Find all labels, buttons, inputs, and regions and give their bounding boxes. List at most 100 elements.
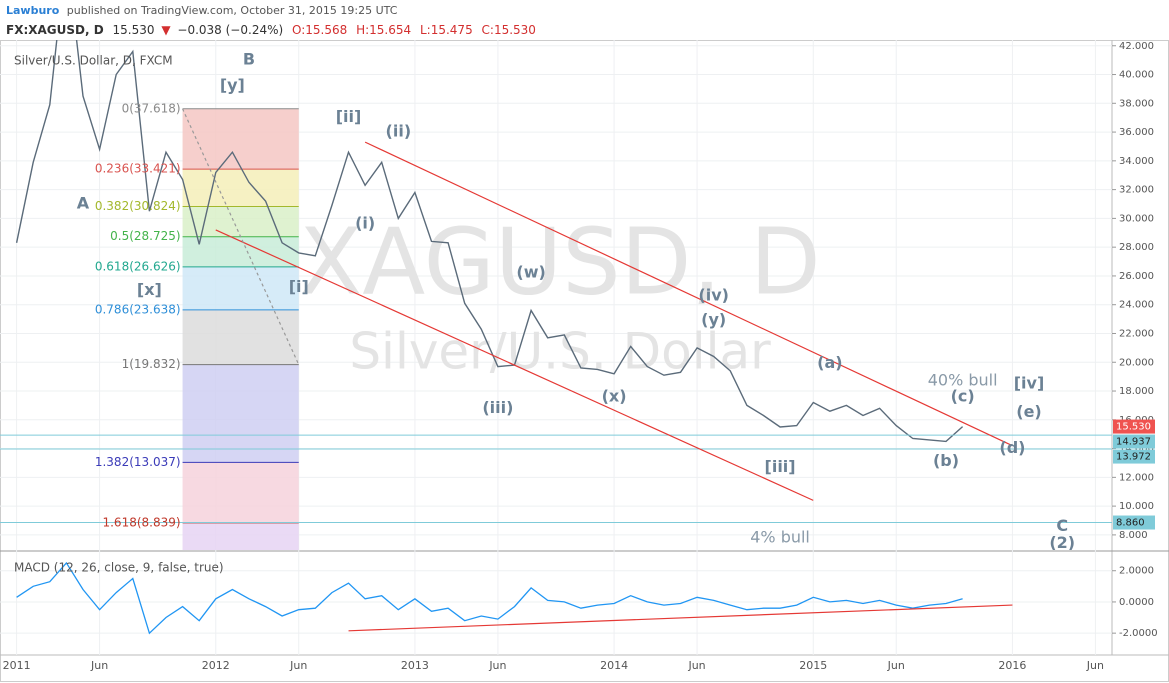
y-tick-label: 28.000: [1119, 242, 1154, 253]
price: 15.530: [113, 23, 155, 37]
y-tick-label: 12.000: [1119, 472, 1154, 483]
x-tick-label: 2016: [998, 659, 1026, 672]
wave-label: [iv]: [1014, 373, 1045, 392]
y-tick-label: 20.000: [1119, 357, 1154, 368]
x-tick-label: 2011: [3, 659, 31, 672]
x-tick-label: 2013: [401, 659, 429, 672]
wave-label: (d): [999, 438, 1025, 457]
y-tick-label: 40.000: [1119, 70, 1154, 81]
wave-label: (x): [602, 386, 627, 405]
x-tick-label: Jun: [687, 659, 705, 672]
chart-legend: Silver/U.S. Dollar, D, FXCM: [14, 54, 173, 68]
watermark: XAGUSD, D: [299, 208, 821, 315]
wave-label: [x]: [137, 280, 162, 299]
price-tag: [1113, 449, 1155, 464]
wave-label: (w): [516, 263, 545, 282]
wave-label: [ii]: [336, 107, 362, 126]
close: C:15.530: [482, 23, 536, 37]
fib-band: [182, 309, 299, 365]
change: −0.038 (−0.24%): [177, 23, 283, 37]
watermark: Silver/U.S. Dollar: [349, 323, 771, 381]
wave-label: A: [77, 194, 90, 213]
price-tag-label: 15.530: [1116, 422, 1151, 433]
price-line: [15, 40, 964, 443]
fib-label: 0.786(23.638): [95, 302, 181, 316]
fib-label: 1.618(8.839): [102, 515, 180, 529]
price-tag: [1113, 515, 1155, 530]
wave-label: C: [1056, 516, 1068, 535]
trendline: [348, 604, 1013, 632]
y-tick-label: -2.0000: [1119, 628, 1158, 639]
fib-label: 0.618(26.626): [95, 259, 181, 273]
header-line: Lawburo published on TradingView.com, Oc…: [6, 4, 398, 17]
y-tick-label: 2.0000: [1119, 566, 1154, 577]
fib-band: [182, 266, 299, 310]
trendline: [182, 108, 300, 365]
symbol-line: FX:XAGUSD, D 15.530 ▼ −0.038 (−0.24%) O:…: [6, 23, 536, 37]
price-tag-label: 14.937: [1116, 437, 1151, 448]
y-tick-label: 24.000: [1119, 300, 1154, 311]
price-tag-label: 13.972: [1116, 452, 1151, 463]
fib-label: 0.382(30.824): [95, 199, 181, 213]
price-tag: [1113, 434, 1155, 449]
y-tick-label: 8.000: [1119, 530, 1148, 541]
fib-band: [182, 206, 299, 237]
price-tag: [1113, 419, 1155, 434]
published: published on TradingView.com, October 31…: [67, 4, 398, 17]
y-tick-label: 42.000: [1119, 41, 1154, 52]
wave-label: (i): [355, 214, 375, 233]
wave-label: [iii]: [765, 457, 796, 476]
x-tick-label: Jun: [488, 659, 506, 672]
price-tag-label: 8.860: [1116, 518, 1145, 529]
author[interactable]: Lawburo: [6, 4, 60, 17]
wave-label: (c): [951, 386, 975, 405]
y-tick-label: 26.000: [1119, 271, 1154, 282]
y-tick-label: 22.000: [1119, 328, 1154, 339]
x-tick-label: Jun: [1086, 659, 1104, 672]
fib-band: [182, 364, 299, 463]
macd-title: MACD (12, 26, close, 9, false, true): [14, 561, 224, 575]
fib-label: 0.5(28.725): [110, 229, 180, 243]
y-tick-label: 14.000: [1119, 444, 1154, 455]
y-tick-label: 10.000: [1119, 501, 1154, 512]
wave-label: 40% bull: [928, 370, 998, 389]
y-tick-label: 30.000: [1119, 213, 1154, 224]
x-tick-label: 2012: [202, 659, 230, 672]
symbol: FX:XAGUSD, D: [6, 23, 104, 37]
x-tick-label: Jun: [887, 659, 905, 672]
y-tick-label: 34.000: [1119, 156, 1154, 167]
y-tick-label: 32.000: [1119, 185, 1154, 196]
wave-label: [i]: [289, 277, 309, 296]
y-tick-label: 36.000: [1119, 127, 1154, 138]
wave-label: (iv): [698, 286, 729, 305]
wave-label: 4% bull: [750, 527, 810, 546]
fib-label: 1(19.832): [122, 357, 181, 371]
fib-label: 1.382(13.037): [95, 455, 181, 469]
x-tick-label: 2015: [799, 659, 827, 672]
y-tick-label: 0.0000: [1119, 597, 1154, 608]
y-tick-label: 38.000: [1119, 98, 1154, 109]
x-tick-label: Jun: [90, 659, 108, 672]
wave-label: (ii): [386, 122, 412, 141]
fib-band: [182, 462, 299, 523]
arrow: ▼: [161, 23, 171, 37]
fib-label: 0(37.618): [122, 101, 181, 115]
low: L:15.475: [420, 23, 473, 37]
y-tick-label: 18.000: [1119, 386, 1154, 397]
fib-band: [182, 169, 299, 207]
wave-label: (2): [1049, 533, 1075, 552]
wave-label: (a): [817, 353, 842, 372]
wave-label: [y]: [220, 76, 245, 95]
wave-label: (b): [933, 451, 959, 470]
fib-band: [182, 108, 299, 170]
trendline: [215, 229, 814, 501]
fib-label: 0.236(33.421): [95, 162, 181, 176]
x-tick-label: 2014: [600, 659, 628, 672]
open: O:15.568: [292, 23, 347, 37]
x-tick-label: Jun: [289, 659, 307, 672]
fib-band: [182, 522, 299, 550]
wave-label: (y): [701, 310, 726, 329]
wave-label: B: [243, 50, 255, 69]
trendline: [364, 141, 1013, 447]
